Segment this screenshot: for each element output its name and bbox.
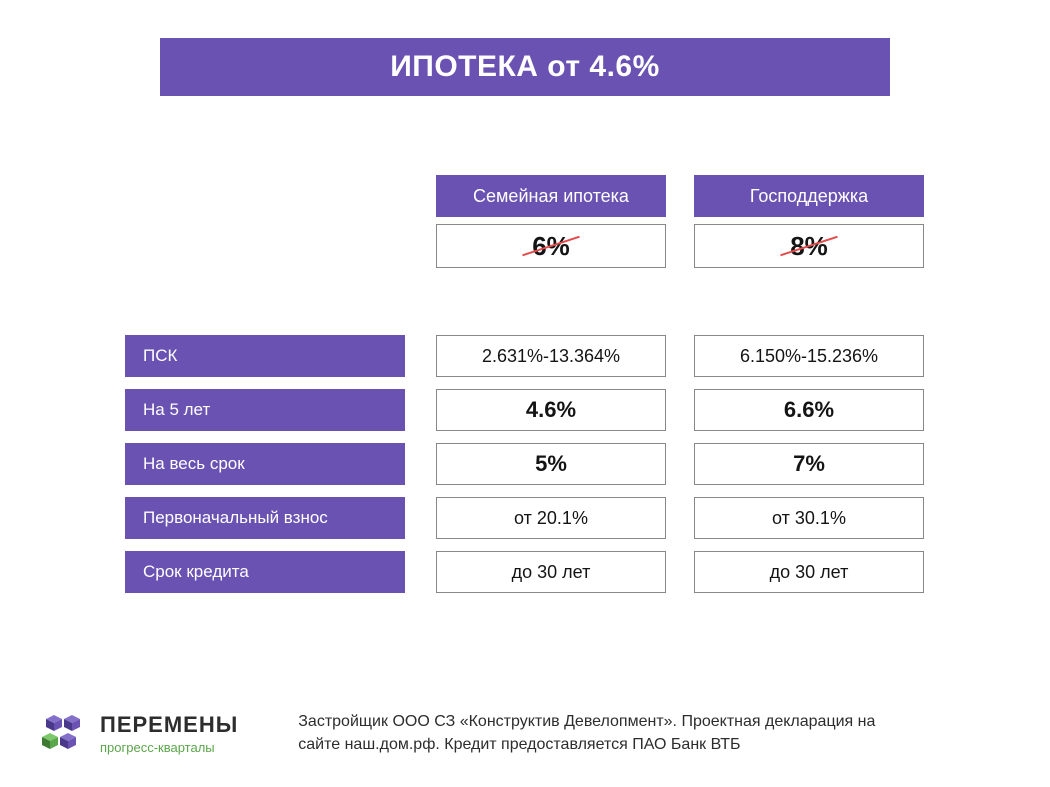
row-label: Первоначальный взнос (125, 497, 405, 539)
table-cell: 2.631%-13.364% (436, 335, 666, 377)
title-bar: ИПОТЕКА от 4.6% (160, 38, 890, 96)
page-title: ИПОТЕКА от 4.6% (390, 50, 660, 84)
table-cell: 7% (694, 443, 924, 485)
table-cell: 6.6% (694, 389, 924, 431)
strike-rate-box: 8% (694, 224, 924, 268)
table-cell: до 30 лет (694, 551, 924, 593)
row-label: ПСК (125, 335, 405, 377)
footer: ПЕРЕМЕНЫ прогресс-кварталы Застройщик ОО… (40, 709, 1010, 757)
row-label: На весь срок (125, 443, 405, 485)
table-cell: до 30 лет (436, 551, 666, 593)
row-label: На 5 лет (125, 389, 405, 431)
table-cell: 5% (436, 443, 666, 485)
table-cell: 6.150%-15.236% (694, 335, 924, 377)
logo-title: ПЕРЕМЕНЫ (100, 712, 238, 738)
table-cell: от 20.1% (436, 497, 666, 539)
logo-subtitle: прогресс-кварталы (100, 740, 238, 755)
table-cell: от 30.1% (694, 497, 924, 539)
disclaimer-text: Застройщик ООО СЗ «Конструктив Девелопме… (298, 710, 898, 756)
logo-icon (40, 709, 88, 757)
row-label: Срок кредита (125, 551, 405, 593)
logo: ПЕРЕМЕНЫ прогресс-кварталы (40, 709, 238, 757)
strike-rate-box: 6% (436, 224, 666, 268)
column-header: Господдержка (694, 175, 924, 217)
column-header: Семейная ипотека (436, 175, 666, 217)
table-cell: 4.6% (436, 389, 666, 431)
